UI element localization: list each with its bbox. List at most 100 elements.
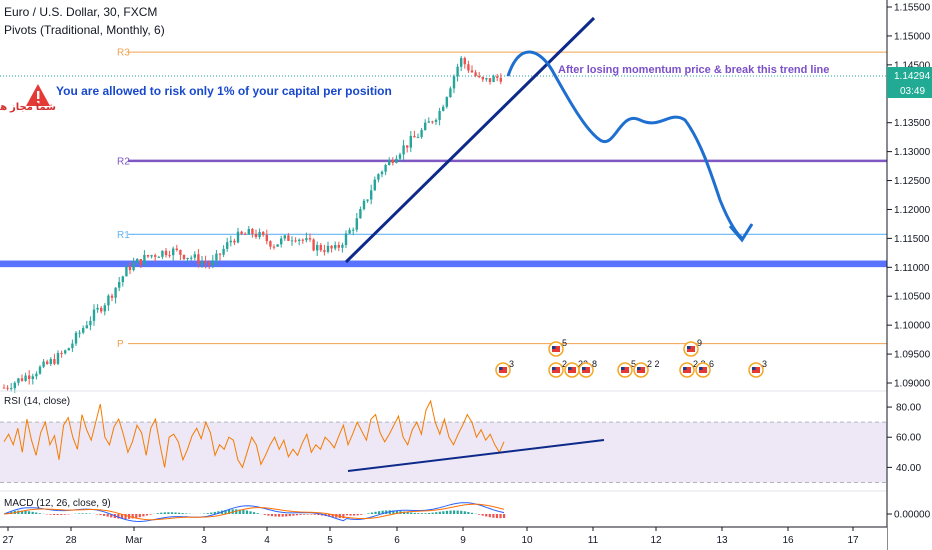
macd-histogram-bar <box>485 514 488 517</box>
candle-body <box>218 253 222 255</box>
macd-histogram-bar <box>331 514 334 518</box>
pivot-label-r2: R2 <box>117 156 130 167</box>
macd-histogram-bar <box>378 511 381 514</box>
macd-tick-label: 0.00000 <box>894 510 931 521</box>
drawings[interactable] <box>344 16 754 264</box>
macd-histogram-bar <box>313 514 316 515</box>
candle-body <box>283 235 286 239</box>
candle-body <box>262 232 265 235</box>
time-tick-label: 6 <box>394 535 400 546</box>
macd-histogram-bar <box>238 509 241 514</box>
candle-body <box>31 376 34 379</box>
warning-text-fa: شما مجاز هستید که فقط 1 درصد از سرمایه ت… <box>0 102 56 113</box>
macd-histogram-bar <box>249 511 252 514</box>
event-count: 2 2 <box>647 359 660 369</box>
time-tick-label: 10 <box>521 535 533 546</box>
macd-histogram-bar <box>442 511 445 514</box>
pivot-label-r1: R1 <box>117 230 130 241</box>
event-flag-stripes <box>582 367 590 373</box>
macd-histogram-bar <box>328 514 331 517</box>
support-zone <box>0 260 887 268</box>
macd-histogram-bar <box>481 514 484 516</box>
bar-countdown: 03:49 <box>900 86 925 97</box>
candle-body <box>323 250 326 252</box>
candle-body <box>197 254 200 264</box>
macd-histogram-bar <box>503 514 506 519</box>
candle-body <box>312 239 315 251</box>
candle-body <box>78 332 81 334</box>
event-flag-canton <box>552 346 556 349</box>
macd-histogram-bar <box>103 514 106 516</box>
time-axis-ticks: 27 28 Mar 3 4 5 6 9 10 11 12 13 16 17 <box>2 527 859 546</box>
event-flag-canton <box>621 367 625 370</box>
macd-histogram-bar <box>263 514 266 515</box>
time-axis-bg[interactable] <box>0 527 887 550</box>
macd-histogram-bar <box>185 513 188 514</box>
candle-body <box>222 248 225 255</box>
candle-body <box>200 261 204 264</box>
macd-histogram-bar <box>360 514 363 515</box>
warning-annotation[interactable]: You are allowed to risk only 1% of your … <box>0 84 392 113</box>
macd-label: MACD (12, 26, close, 9) <box>4 498 111 509</box>
macd-histogram-bar <box>420 513 424 514</box>
candle-body <box>251 228 254 234</box>
candle-body <box>492 76 495 83</box>
economic-events[interactable]: 35222852 292 263 <box>495 338 767 378</box>
macd-histogram-bar <box>342 514 345 519</box>
macd-histogram-bar <box>217 511 220 514</box>
event-flag-stripes <box>568 367 576 373</box>
macd-histogram-bar <box>24 510 27 514</box>
candle-body <box>438 110 441 120</box>
event-flag-canton <box>683 367 687 370</box>
macd-histogram-bar <box>406 512 409 514</box>
candle-body <box>496 76 499 78</box>
pivot-lines: R3 R2 R1 P <box>0 48 887 350</box>
macd-histogram-bar <box>106 514 109 517</box>
macd-histogram-bar <box>38 513 41 514</box>
candle-body <box>244 233 247 235</box>
trend-note: After losing momentum price & break this… <box>558 64 829 76</box>
event-flag-icon: 2 2 <box>633 359 660 378</box>
candle-body <box>96 307 99 310</box>
candle-body <box>67 348 70 351</box>
candle-body <box>60 352 63 354</box>
candle-body <box>28 375 31 379</box>
event-flag-stripes <box>621 367 629 373</box>
rsi-label: RSI (14, close) <box>4 396 70 407</box>
candle-body <box>359 209 362 219</box>
candle-body <box>100 307 103 312</box>
candle-body <box>290 240 294 242</box>
price-tick-label: 1.14500 <box>894 60 931 71</box>
macd-histogram-bar <box>285 514 288 517</box>
event-flag-stripes <box>752 367 760 373</box>
macd-histogram-bar <box>99 514 102 516</box>
time-tick-label: 4 <box>264 535 270 546</box>
macd-histogram-bar <box>392 510 395 514</box>
candle-body <box>236 231 240 243</box>
macd-histogram-bar <box>242 509 245 514</box>
candle-body <box>413 135 416 138</box>
candle-body <box>499 77 502 82</box>
candle-body <box>265 234 268 242</box>
candle-body <box>74 332 78 344</box>
macd-histogram-bar <box>281 514 284 517</box>
candle-body <box>258 232 261 238</box>
candle-body <box>125 266 128 277</box>
event-flag-stripes <box>499 367 507 373</box>
macd-histogram-bar <box>149 514 152 515</box>
rsi-trend-line[interactable] <box>347 439 605 472</box>
candle-body <box>460 58 463 67</box>
macd-histogram-bar <box>120 514 124 519</box>
event-flag-icon: 6 <box>695 359 714 378</box>
candle-body <box>269 241 272 247</box>
event-flag-stripes <box>687 346 695 352</box>
candle-body <box>362 200 366 210</box>
event-flag-stripes <box>699 367 707 373</box>
macd-histogram-bar <box>253 512 256 514</box>
candle-body <box>82 328 85 333</box>
pivot-label-p: P <box>117 339 124 350</box>
time-tick-label: 28 <box>65 535 77 546</box>
macd-histogram-bar <box>370 512 374 514</box>
candle-body <box>182 254 186 259</box>
